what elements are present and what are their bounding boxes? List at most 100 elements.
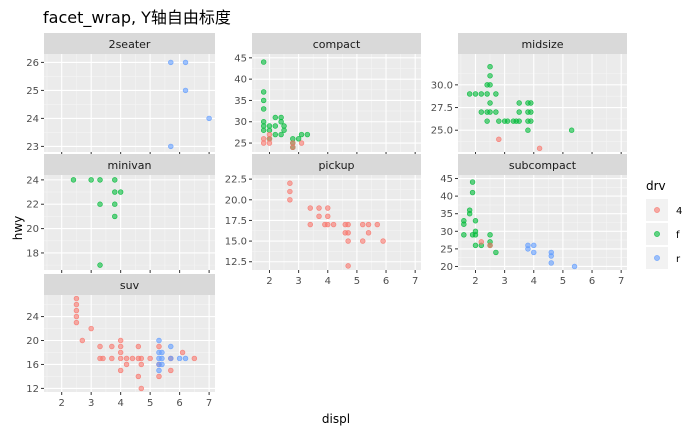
y-tick-label: 22 — [26, 200, 39, 211]
facet-strip — [44, 274, 215, 295]
chart-title: facet_wrap, Y轴自由标度 — [43, 8, 231, 28]
data-point-r — [159, 349, 165, 356]
data-point-r — [182, 355, 189, 362]
data-point-f — [484, 91, 490, 97]
panel-midsize: midsize 25.0 27.5 30.0 — [431, 33, 627, 155]
y-tick-label: 25 — [26, 86, 39, 97]
data-point-4 — [79, 337, 86, 344]
y-tick-label: 24 — [26, 312, 39, 323]
data-point-f — [97, 201, 103, 207]
facet-strip — [44, 154, 215, 175]
data-point-f — [112, 213, 118, 220]
data-point-4 — [135, 373, 142, 380]
data-point-f — [466, 91, 473, 97]
data-point-4 — [307, 221, 313, 228]
y-tick-label: 20 — [26, 224, 39, 235]
x-tick-label: 4 — [531, 276, 537, 287]
data-point-r — [206, 115, 212, 122]
data-point-4 — [380, 238, 386, 244]
panel-background — [44, 175, 215, 270]
data-point-f — [487, 232, 493, 238]
data-point-4 — [88, 325, 94, 332]
legend-label-r: r — [676, 254, 681, 265]
data-point-r — [159, 355, 165, 362]
data-point-f — [112, 177, 118, 183]
data-point-f — [493, 249, 499, 256]
data-point-f — [295, 136, 302, 142]
data-point-4 — [73, 307, 80, 314]
facet-strip-label: compact — [313, 38, 361, 51]
facet-strip — [458, 33, 627, 54]
data-point-4 — [478, 239, 485, 245]
data-point-4 — [290, 144, 296, 151]
panel-minivan: minivan 18 20 22 24 — [26, 154, 215, 273]
data-point-f — [260, 89, 267, 95]
data-point-f — [260, 59, 267, 65]
data-point-4 — [123, 361, 130, 368]
x-tick-label: 2 — [472, 276, 478, 287]
y-tick-label: 12.5 — [225, 257, 247, 268]
y-tick-label: 24 — [26, 114, 39, 125]
data-point-4 — [345, 230, 351, 236]
data-point-4 — [73, 301, 80, 308]
data-point-4 — [191, 355, 198, 362]
data-point-r — [156, 367, 162, 374]
data-point-f — [97, 262, 103, 268]
data-point-f — [461, 232, 467, 238]
data-point-f — [487, 82, 493, 88]
data-point-4 — [316, 213, 322, 220]
data-point-4 — [287, 197, 293, 203]
data-point-4 — [73, 295, 80, 302]
data-point-4 — [97, 343, 103, 350]
facet-strip — [458, 154, 627, 175]
data-point-f — [487, 100, 493, 106]
data-point-f — [484, 118, 490, 124]
data-point-f — [487, 109, 493, 115]
data-point-f — [112, 201, 118, 207]
data-point-r — [168, 59, 174, 66]
y-tick-label: 30 — [234, 117, 247, 128]
data-point-4 — [117, 355, 124, 362]
data-point-f — [472, 232, 479, 238]
data-point-4 — [109, 355, 115, 362]
panel-background — [44, 54, 215, 152]
x-tick-label: 3 — [88, 398, 94, 409]
data-point-r — [182, 87, 189, 94]
data-point-f — [298, 131, 305, 138]
data-point-f — [528, 100, 534, 106]
data-point-f — [278, 131, 284, 138]
data-point-f — [496, 118, 502, 124]
data-point-f — [487, 73, 493, 79]
y-tick-label: 45 — [234, 53, 247, 64]
data-point-f — [97, 177, 103, 183]
panel-pickup: pickup 12.5 15.0 17.5 20.0 22.5 2 3 4 5 6 7 — [225, 154, 421, 287]
data-point-4 — [536, 145, 543, 152]
y-tick-label: 22.5 — [225, 175, 247, 186]
y-tick-label: 40 — [234, 75, 247, 86]
data-point-4 — [365, 221, 372, 228]
y-tick-label: 20 — [440, 262, 453, 273]
data-point-4 — [156, 343, 162, 350]
x-axis-title: displ — [322, 412, 350, 426]
legend-swatch-f — [654, 231, 660, 237]
data-point-4 — [260, 140, 267, 146]
y-axis-title: hwy — [11, 216, 25, 241]
data-point-f — [278, 119, 284, 125]
x-tick-label: 6 — [383, 276, 389, 287]
y-tick-label: 23 — [26, 142, 39, 153]
y-tick-label: 25 — [440, 244, 453, 255]
data-point-f — [478, 109, 485, 115]
y-tick-label: 20.0 — [225, 195, 247, 206]
y-tick-label: 25 — [234, 139, 247, 150]
data-point-4 — [325, 221, 331, 228]
y-tick-label: 30 — [440, 227, 453, 238]
facet-strip-label: suv — [120, 279, 140, 292]
legend-swatch-r — [654, 255, 660, 261]
data-point-f — [469, 189, 476, 196]
facet-strip — [252, 154, 421, 175]
data-point-f — [516, 100, 522, 106]
data-point-f — [478, 91, 485, 97]
x-tick-label: 5 — [560, 276, 566, 287]
